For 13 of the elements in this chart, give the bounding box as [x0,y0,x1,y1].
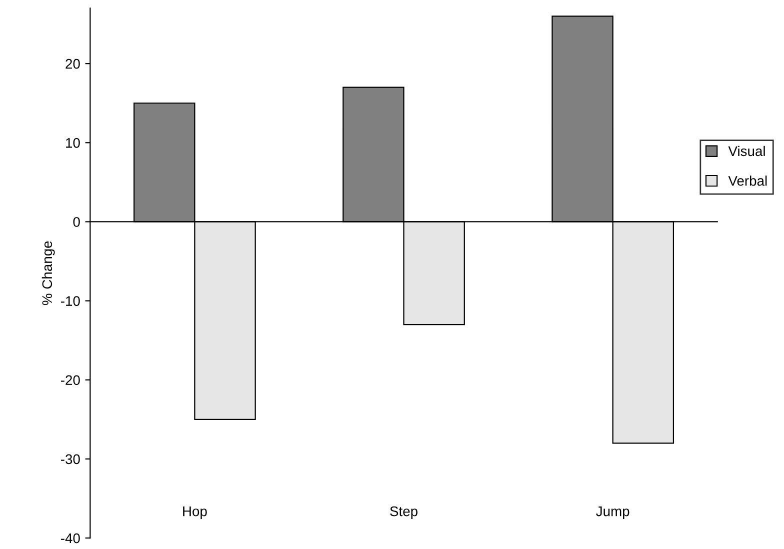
x-tick-label: Hop [183,506,207,519]
x-tick-label: Jump [596,506,630,519]
y-axis-title: % Change [42,241,55,306]
legend-label: Verbal [728,176,767,186]
y-tick-label: 0 [73,217,80,227]
y-tick-label: 10 [66,138,80,148]
y-tick-label: -30 [60,454,80,464]
y-tick-label: -20 [60,375,80,386]
y-tick-label: 20 [66,58,80,69]
y-tick-label: -40 [60,533,80,544]
x-tick-label: Step [390,506,418,519]
legend-label: Visual [728,146,765,156]
y-tick-label: -10 [60,296,80,306]
